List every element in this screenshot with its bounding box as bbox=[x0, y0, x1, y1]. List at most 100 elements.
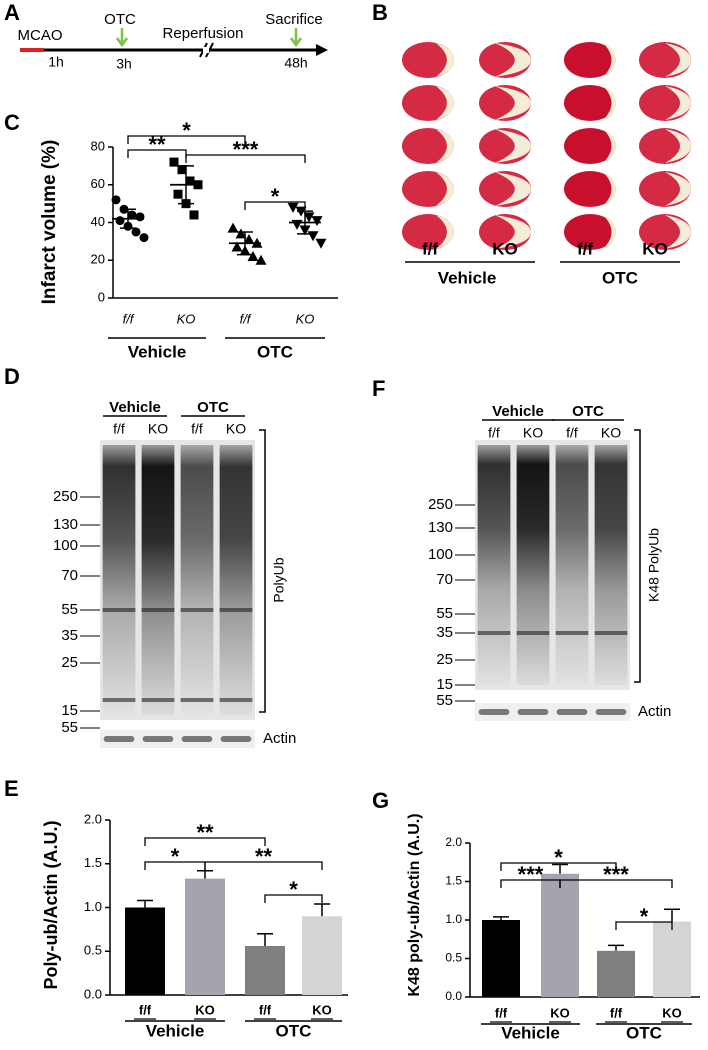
data-point bbox=[247, 250, 259, 261]
timeline-arrow bbox=[316, 44, 328, 56]
bar bbox=[482, 920, 520, 997]
group-label: OTC bbox=[626, 1023, 662, 1042]
x-tick-label: f/f bbox=[139, 1002, 152, 1017]
blot-lane bbox=[594, 445, 628, 685]
lane-label: f/f bbox=[191, 421, 203, 437]
blot-band bbox=[102, 608, 136, 612]
timeline-label: Sacrifice bbox=[265, 11, 323, 28]
data-point bbox=[311, 216, 323, 227]
blot-band bbox=[516, 631, 550, 635]
x-tick-label: f/f bbox=[495, 1005, 508, 1020]
lane-label: f/f bbox=[422, 239, 438, 258]
marker-label: 25 bbox=[436, 651, 453, 668]
blot-band bbox=[180, 698, 214, 702]
actin-strip bbox=[100, 730, 255, 748]
y-tick-label: 0.0 bbox=[84, 986, 102, 1001]
significance-bracket bbox=[185, 154, 306, 163]
y-tick-label: 0 bbox=[98, 289, 105, 304]
group-label: OTC bbox=[257, 342, 293, 361]
target-label: PolyUb bbox=[271, 557, 287, 602]
blot-band bbox=[180, 608, 214, 612]
infarct-area bbox=[435, 129, 454, 163]
brain-slice bbox=[564, 42, 616, 78]
panel-letter: D bbox=[4, 364, 20, 389]
data-point bbox=[287, 202, 299, 213]
significance-label: *** bbox=[233, 137, 259, 162]
y-tick-label: 60 bbox=[91, 176, 105, 191]
loading-label: Actin bbox=[263, 730, 296, 747]
error-bar bbox=[137, 899, 153, 908]
marker-label: 15 bbox=[61, 702, 78, 719]
error-bar bbox=[257, 933, 273, 946]
bar bbox=[653, 921, 691, 997]
blot-lane bbox=[102, 445, 136, 715]
timeline-label: Reperfusion bbox=[163, 25, 244, 42]
x-tick-label: f/f bbox=[259, 1002, 272, 1017]
data-point bbox=[135, 212, 145, 222]
y-axis-label: K48 poly-ub/Actin (A.U.) bbox=[406, 813, 423, 996]
timeline-label: 3h bbox=[116, 56, 132, 72]
y-tick-label: 1.5 bbox=[84, 855, 102, 870]
infarct-area bbox=[435, 43, 454, 77]
brain-slice bbox=[564, 85, 616, 121]
significance-bracket bbox=[559, 879, 673, 888]
marker-label: 15 bbox=[436, 676, 453, 693]
blot-lane bbox=[516, 445, 550, 685]
marker-label: 100 bbox=[53, 537, 78, 554]
blot-band bbox=[219, 608, 253, 612]
marker-label: 35 bbox=[436, 624, 453, 641]
brain-slice bbox=[402, 128, 454, 164]
sd-whisker bbox=[120, 208, 136, 229]
x-tick-label: KO bbox=[177, 311, 196, 326]
marker-label: 35 bbox=[61, 627, 78, 644]
y-tick-label: 1.0 bbox=[84, 899, 102, 914]
brain-slice bbox=[402, 85, 454, 121]
brain-slice bbox=[564, 171, 616, 207]
x-tick-label: f/f bbox=[610, 1005, 623, 1020]
significance-bracket bbox=[615, 921, 673, 930]
panel-letter: F bbox=[372, 376, 385, 401]
brain-slice bbox=[402, 171, 454, 207]
marker-label: 55 bbox=[436, 692, 453, 709]
significance-label: ** bbox=[148, 132, 166, 157]
y-tick-label: 2.0 bbox=[84, 811, 102, 826]
significance-label: * bbox=[182, 118, 191, 143]
infarct-area bbox=[435, 215, 454, 249]
infarct-area bbox=[494, 43, 531, 77]
y-tick-label: 1.0 bbox=[445, 912, 462, 926]
lane-label: f/f bbox=[566, 425, 578, 441]
infarct-area bbox=[435, 86, 454, 120]
timeline-label: 48h bbox=[284, 55, 307, 71]
significance-label: * bbox=[289, 877, 298, 902]
marker-label: 130 bbox=[53, 516, 78, 533]
y-tick-label: 1.5 bbox=[445, 874, 462, 888]
sd-whisker bbox=[297, 210, 313, 235]
data-point bbox=[291, 219, 303, 230]
timeline-break-gap bbox=[203, 47, 209, 53]
y-tick-label: 0.0 bbox=[445, 989, 462, 1003]
data-point bbox=[131, 227, 141, 237]
data-point bbox=[139, 233, 149, 243]
infarct-area bbox=[603, 215, 616, 249]
infarct-area bbox=[665, 129, 691, 163]
y-tick-label: 2.0 bbox=[445, 835, 462, 849]
significance-bracket bbox=[500, 862, 617, 871]
blot-band bbox=[141, 698, 175, 702]
y-tick-label: 20 bbox=[91, 252, 105, 267]
group-label: Vehicle bbox=[492, 403, 544, 420]
bar bbox=[541, 873, 579, 997]
data-point bbox=[177, 165, 187, 175]
timeline-label: OTC bbox=[104, 11, 136, 28]
x-tick-label: KO bbox=[550, 1005, 570, 1020]
panel-letter: C bbox=[4, 110, 20, 135]
error-bar bbox=[314, 903, 330, 917]
significance-label: *** bbox=[603, 862, 629, 887]
sd-whisker bbox=[237, 231, 253, 256]
error-bar bbox=[552, 863, 568, 874]
marker-label: 55 bbox=[436, 605, 453, 622]
brain-slice bbox=[402, 42, 454, 78]
group-label: Vehicle bbox=[128, 342, 187, 361]
y-tick-label: 80 bbox=[91, 138, 105, 153]
